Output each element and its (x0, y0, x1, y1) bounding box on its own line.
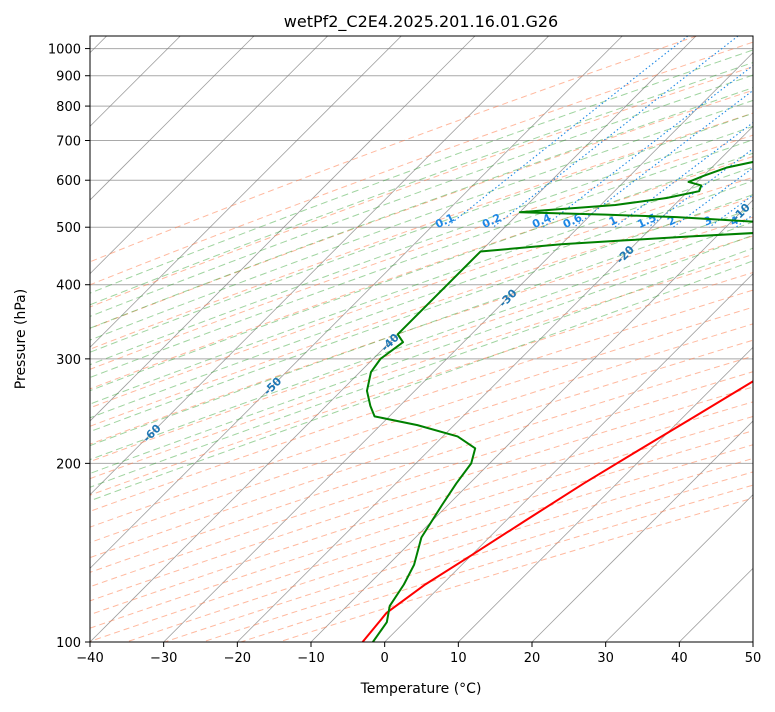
x-tick-label: 0 (381, 651, 389, 666)
plot-frame (90, 36, 753, 642)
y-tick-label: 900 (56, 70, 81, 85)
y-tick-label: 1000 (48, 43, 81, 58)
y-tick-label: 400 (56, 279, 81, 294)
x-tick-label: 30 (597, 651, 614, 666)
mixing-ratio-line (446, 36, 687, 227)
x-tick-label: 40 (671, 651, 688, 666)
dry-adiabat-line (0, 36, 697, 642)
profile-lines (363, 123, 775, 642)
isotherm-line (385, 36, 775, 642)
isotherm-line (458, 36, 775, 642)
x-tick-label: 50 (745, 651, 762, 666)
y-axis-label: Pressure (hPa) (13, 289, 29, 389)
x-tick-label: 10 (450, 651, 467, 666)
isotherm-label: -70 (23, 465, 46, 488)
isotherm-line (0, 36, 401, 642)
y-tick-label: 500 (56, 221, 81, 236)
x-tick-label: −20 (224, 651, 251, 666)
isotherm-line (679, 36, 775, 642)
y-tick-label: 200 (56, 457, 81, 472)
dry-adiabat-line (126, 36, 775, 642)
isotherm-line (753, 36, 775, 642)
mixing-ratio-label: 6 (767, 213, 775, 228)
dry-adiabat-line (165, 36, 775, 642)
mixing-ratio-label: 0.1 (433, 211, 456, 231)
chart-title: wetPf2_C2E4.2025.201.16.01.G26 (284, 12, 558, 32)
isotherm-label: -20 (614, 243, 637, 266)
y-tick-label: 800 (56, 100, 81, 115)
isotherm-line (0, 36, 475, 642)
isotherm-label: -30 (496, 286, 519, 309)
y-tick-label: 600 (56, 174, 81, 189)
line-labels: 0.10.20.40.611.52346810131620253036-100-… (0, 0, 775, 621)
dry-adiabat-line (50, 36, 775, 642)
x-axis-label: Temperature (°C) (360, 681, 482, 697)
y-tick-label: 100 (56, 636, 81, 651)
mixing-ratio-label: 1.5 (635, 211, 658, 231)
dry-adiabat-line (279, 36, 775, 642)
mixing-ratio-line (709, 36, 775, 227)
x-tick-label: 20 (524, 651, 541, 666)
isotherm-line (164, 36, 770, 642)
dry-adiabat-line (241, 36, 775, 642)
isotherm-line (0, 36, 254, 642)
x-tick-label: −10 (297, 651, 324, 666)
temperature-profile (363, 123, 775, 642)
isotherm-label: -50 (261, 375, 284, 398)
isotherm-line (606, 36, 775, 642)
x-tick-label: −30 (150, 651, 177, 666)
mixing-ratio-line (615, 36, 775, 227)
y-tick-label: 700 (56, 134, 81, 149)
x-tick-label: −40 (76, 651, 103, 666)
y-tick-label: 300 (56, 353, 81, 368)
